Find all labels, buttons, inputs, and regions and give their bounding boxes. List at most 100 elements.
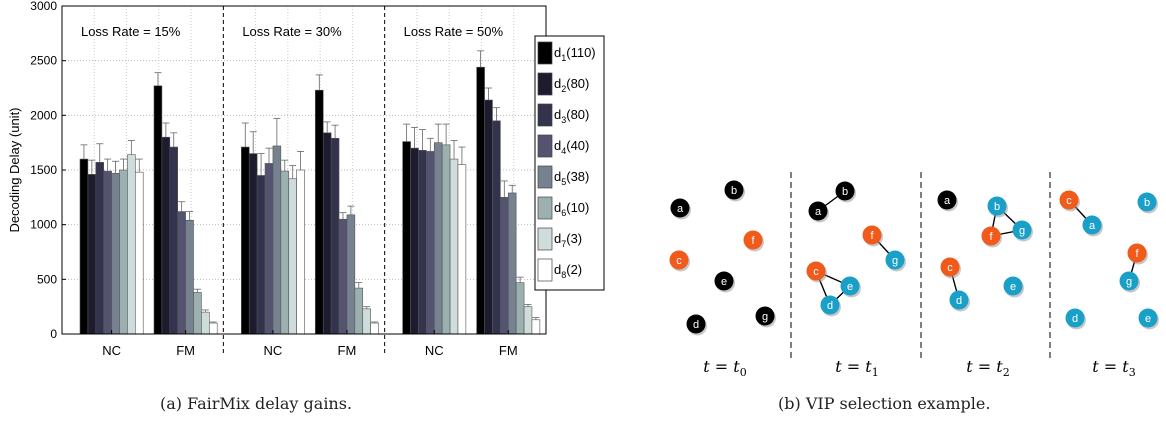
node-regular <box>937 190 957 210</box>
node-cluster <box>1003 276 1023 296</box>
bar <box>119 169 128 335</box>
node-label: a <box>944 195 951 207</box>
x-tick-label: FM <box>338 343 357 358</box>
bar <box>523 306 533 335</box>
node-cluster <box>840 276 860 296</box>
legend-label: d1(110) <box>554 45 596 63</box>
node-label: a <box>1089 220 1096 232</box>
legend-swatch <box>537 72 553 96</box>
node-label: b <box>731 185 737 197</box>
panel-title: Loss Rate = 50% <box>404 24 504 39</box>
bar <box>169 146 179 335</box>
node-label: d <box>827 300 833 312</box>
node-cluster <box>820 295 840 315</box>
bar <box>507 192 517 335</box>
bar <box>103 170 112 335</box>
node-label: d <box>956 295 962 307</box>
bar <box>457 164 467 335</box>
bar <box>441 144 451 335</box>
x-tick-label: NC <box>102 343 121 358</box>
node-label: d <box>693 319 699 331</box>
bar <box>248 153 258 335</box>
time-label: t = t1 <box>835 357 878 379</box>
panel-title: Loss Rate = 30% <box>242 24 342 39</box>
node-vip <box>669 250 689 270</box>
node-label: c <box>1066 195 1072 207</box>
y-tick-label: 2500 <box>30 54 57 68</box>
bar <box>296 169 305 335</box>
legend-swatch <box>537 103 553 127</box>
legend-label: d3(80) <box>554 107 589 125</box>
node-label: b <box>994 201 1000 213</box>
bar <box>346 214 356 335</box>
node-vip <box>806 261 826 281</box>
bar <box>87 174 97 335</box>
bar <box>500 197 509 335</box>
legend-swatch <box>537 165 553 189</box>
bar <box>264 163 274 335</box>
bar <box>484 99 493 335</box>
bar <box>476 66 485 335</box>
bar <box>418 150 427 335</box>
legend-swatch <box>537 134 553 158</box>
bar <box>433 142 443 335</box>
bar <box>531 319 541 335</box>
time-label: t = t2 <box>966 357 1009 379</box>
node-vip <box>940 257 960 277</box>
node-label: c <box>813 266 819 278</box>
node-regular <box>714 271 734 291</box>
node-regular <box>724 180 744 200</box>
node-label: g <box>892 255 898 267</box>
bar <box>315 89 324 335</box>
legend-label: d6(10) <box>554 200 589 218</box>
node-label: e <box>1010 281 1016 293</box>
bar <box>515 282 525 335</box>
vip-diagram: a b f c e g d a b f g c e d a b g f c e d c a b f g d e t = t0 t = t1… <box>669 172 1159 379</box>
bar <box>135 171 144 335</box>
node-label: a <box>815 206 822 218</box>
bar <box>492 120 501 335</box>
node-vip <box>743 230 763 250</box>
bar <box>272 145 282 335</box>
bar <box>193 292 202 335</box>
node-label: g <box>762 311 768 323</box>
bar <box>338 218 348 335</box>
y-tick-label: 500 <box>37 272 57 286</box>
legend-swatch <box>537 227 553 251</box>
legend-label: d7(3) <box>554 231 582 249</box>
bar <box>153 85 163 335</box>
node-cluster <box>1137 192 1157 212</box>
bar <box>362 308 371 335</box>
node-label: e <box>847 281 853 293</box>
node-cluster <box>1065 308 1085 328</box>
node-label: g <box>1126 276 1132 288</box>
legend-swatch <box>537 41 553 65</box>
x-tick-label: FM <box>176 343 195 358</box>
node-label: a <box>677 203 684 215</box>
node-label: c <box>676 255 682 267</box>
bar <box>177 211 186 335</box>
node-label: g <box>1019 225 1025 237</box>
bar <box>79 158 89 335</box>
legend-swatch <box>537 258 553 282</box>
legend-label: d4(40) <box>554 138 589 156</box>
node-cluster <box>987 196 1007 216</box>
x-tick-label: NC <box>264 343 283 358</box>
bar <box>201 311 210 335</box>
bar <box>241 146 250 335</box>
time-label: t = t0 <box>703 357 746 379</box>
node-label: d <box>1072 313 1078 325</box>
bar <box>256 175 266 335</box>
caption-b: (b) VIP selection example. <box>778 394 991 413</box>
node-cluster <box>1012 220 1032 240</box>
node-label: e <box>1145 313 1151 325</box>
node-label: f <box>1135 248 1139 260</box>
y-tick-label: 1000 <box>30 218 57 232</box>
node-label: e <box>721 276 727 288</box>
bar <box>402 141 411 335</box>
node-label: c <box>947 262 953 274</box>
node-vip <box>862 225 882 245</box>
bar <box>370 322 379 335</box>
node-regular <box>835 181 855 201</box>
